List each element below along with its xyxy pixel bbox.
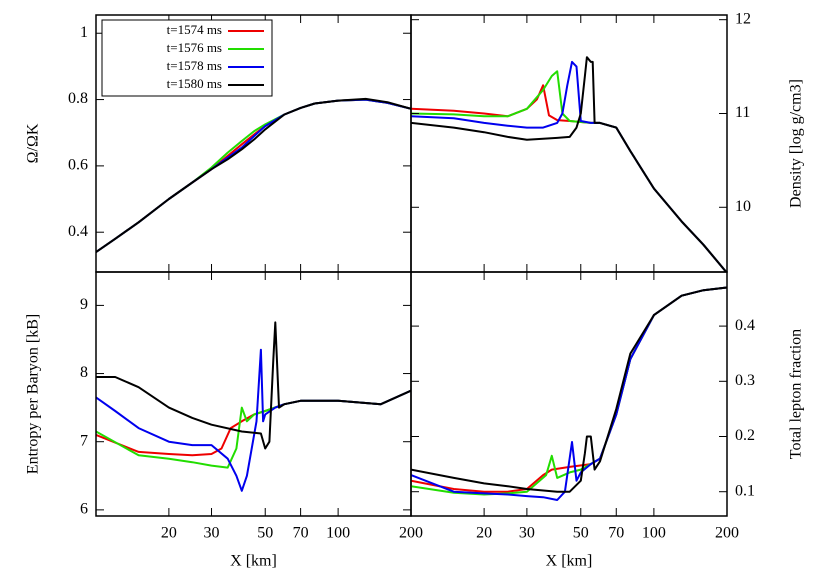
y-tick-label: 0.6: [68, 157, 88, 174]
x-tick-label: 200: [715, 525, 739, 542]
panel-frame: [410, 14, 728, 273]
panel: 10 11 12 Density [log g/cm3]: [410, 10, 805, 273]
y-tick-label: 0.8: [68, 90, 88, 107]
x-axis-label: X [km]: [230, 553, 277, 570]
y-tick-label: 9: [80, 296, 88, 313]
series-line: [411, 286, 727, 493]
series-line: [96, 321, 411, 450]
y-tick-label: 1: [80, 24, 88, 41]
x-tick-label: 200: [399, 525, 423, 542]
x-tick-label: 70: [293, 525, 309, 542]
series-line: [411, 84, 727, 272]
x-tick-label: 50: [573, 525, 589, 542]
legend-label: t=1578 ms: [167, 58, 222, 73]
series-line: [96, 98, 411, 253]
series-line: [96, 98, 411, 253]
series-line: [96, 98, 411, 253]
y-tick-label: 0.2: [735, 427, 755, 444]
y-tick-label: 8: [80, 364, 88, 381]
y-tick-label: 0.3: [735, 372, 755, 389]
panel: 20 30 50 70 100 200 6 7 8 9 Entropy per Baryon [kB…: [25, 271, 423, 570]
x-tick-label: 100: [642, 525, 666, 542]
y-tick-label: 0.4: [735, 317, 755, 334]
x-tick-label: 30: [519, 525, 535, 542]
x-tick-label: 70: [608, 525, 624, 542]
x-axis-label: X [km]: [546, 553, 593, 570]
y-axis-label: Ω/ΩK: [25, 123, 42, 163]
series-line: [411, 286, 727, 501]
panel: 0.4 0.6 0.8 1 Ω/ΩK t=1574 ms t=1576 ms t=1578 m…: [25, 14, 412, 273]
series-line: [96, 97, 411, 253]
y-tick-label: 6: [80, 501, 88, 518]
y-tick-label: 11: [735, 104, 750, 121]
legend-box: [101, 19, 273, 97]
panel: 20 30 50 70 100 200 0.1 0.2 0.3 0.4 Total lepton f…: [410, 271, 805, 570]
x-tick-label: 30: [204, 525, 220, 542]
y-tick-label: 7: [80, 432, 88, 449]
series-line: [96, 389, 411, 457]
x-tick-label: 100: [326, 525, 350, 542]
y-tick-label: 10: [735, 198, 751, 215]
legend-label: t=1580 ms: [167, 76, 222, 91]
y-axis-label: Density [log g/cm3]: [788, 79, 805, 208]
y-axis-label: Total lepton fraction: [788, 329, 805, 459]
series-line: [411, 56, 727, 272]
y-tick-label: 0.1: [735, 482, 755, 499]
y-tick-label: 0.4: [68, 223, 88, 240]
series-line: [411, 70, 727, 272]
x-tick-label: 20: [161, 525, 177, 542]
y-tick-label: 12: [735, 10, 751, 27]
x-tick-label: 20: [476, 525, 492, 542]
panel-frame: [95, 271, 412, 517]
series-line: [411, 60, 727, 272]
legend-label: t=1574 ms: [167, 22, 222, 37]
series-line: [96, 348, 411, 492]
legend-label: t=1576 ms: [167, 40, 222, 55]
y-axis-label: Entropy per Baryon [kB]: [25, 314, 42, 474]
panel-frame: [410, 271, 728, 517]
x-tick-label: 50: [257, 525, 273, 542]
